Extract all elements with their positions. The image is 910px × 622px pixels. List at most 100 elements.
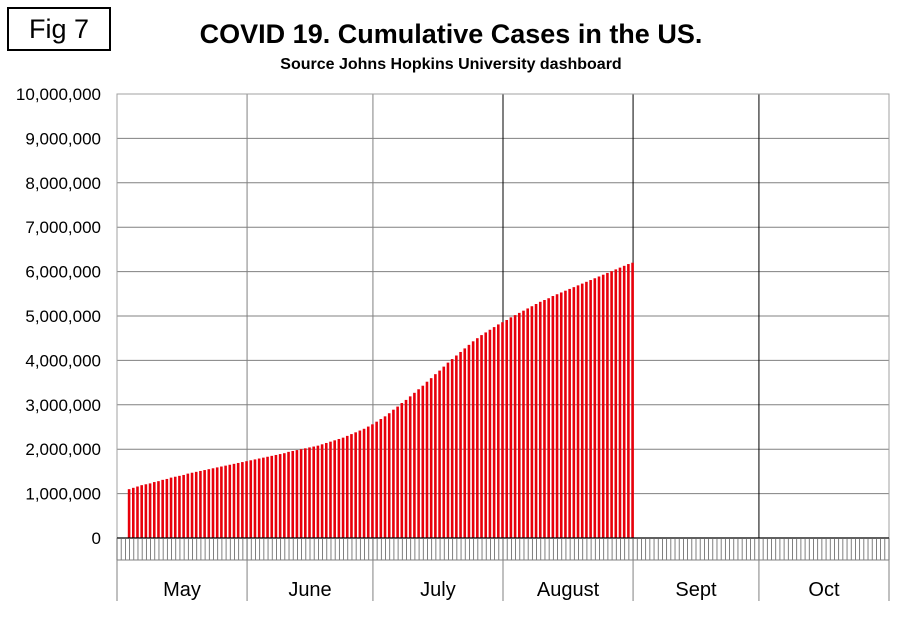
bar bbox=[173, 476, 177, 538]
bar bbox=[488, 329, 492, 538]
bar bbox=[366, 426, 370, 538]
month-label: June bbox=[288, 579, 331, 601]
bar bbox=[497, 324, 500, 538]
bar bbox=[362, 428, 366, 538]
bar bbox=[421, 385, 425, 538]
bar bbox=[182, 474, 185, 538]
bar bbox=[283, 453, 286, 538]
bar bbox=[551, 296, 555, 538]
month-label: August bbox=[537, 579, 600, 601]
bar bbox=[627, 264, 630, 538]
bar bbox=[404, 399, 408, 538]
bar bbox=[333, 440, 336, 538]
bar bbox=[241, 462, 244, 538]
bar bbox=[501, 322, 504, 538]
bar bbox=[148, 483, 152, 538]
bar bbox=[291, 450, 295, 538]
month-label: Sept bbox=[675, 579, 717, 601]
y-tick-label: 10,000,000 bbox=[16, 85, 101, 104]
bar bbox=[278, 454, 282, 538]
bar bbox=[614, 269, 618, 538]
bar bbox=[480, 335, 483, 538]
y-tick-label: 1,000,000 bbox=[25, 485, 101, 504]
bar bbox=[438, 370, 441, 538]
month-label: May bbox=[163, 579, 201, 601]
y-tick-label: 0 bbox=[92, 529, 101, 548]
bar bbox=[509, 317, 513, 538]
bar bbox=[396, 406, 399, 538]
bar bbox=[429, 378, 433, 538]
y-tick-label: 8,000,000 bbox=[25, 174, 101, 193]
bar bbox=[559, 292, 563, 538]
bar bbox=[262, 457, 265, 538]
bar bbox=[287, 451, 290, 538]
bar bbox=[610, 271, 613, 538]
bar bbox=[186, 473, 190, 538]
bar bbox=[165, 478, 169, 538]
bar bbox=[203, 470, 206, 538]
bar bbox=[320, 444, 324, 538]
bar bbox=[631, 262, 634, 538]
bar bbox=[400, 403, 404, 538]
bar bbox=[413, 392, 416, 538]
bar bbox=[543, 300, 546, 538]
bar bbox=[308, 447, 311, 538]
bar bbox=[341, 437, 345, 538]
bar bbox=[295, 450, 299, 538]
bar bbox=[622, 265, 626, 538]
month-label: July bbox=[420, 579, 456, 601]
bar bbox=[530, 306, 534, 538]
bar bbox=[354, 432, 357, 538]
bar bbox=[232, 463, 236, 538]
bar bbox=[589, 280, 592, 538]
bar bbox=[140, 485, 143, 538]
y-tick-label: 4,000,000 bbox=[25, 351, 101, 370]
bar bbox=[312, 446, 316, 538]
bar bbox=[576, 285, 580, 538]
bar bbox=[345, 435, 349, 538]
bar bbox=[597, 276, 601, 538]
bar bbox=[245, 461, 248, 538]
bar bbox=[274, 454, 278, 538]
bar bbox=[601, 274, 605, 538]
bar bbox=[450, 359, 454, 538]
y-tick-label: 6,000,000 bbox=[25, 263, 101, 282]
bar bbox=[207, 469, 211, 538]
bar bbox=[329, 441, 332, 538]
bar bbox=[538, 301, 542, 538]
bar bbox=[492, 327, 496, 538]
bar bbox=[169, 477, 173, 538]
bar bbox=[517, 312, 521, 538]
bar bbox=[236, 462, 240, 538]
bar bbox=[266, 456, 269, 538]
bar bbox=[157, 481, 160, 538]
y-tick-label: 5,000,000 bbox=[25, 307, 101, 326]
bar bbox=[194, 471, 198, 538]
bar bbox=[144, 484, 148, 538]
bar bbox=[534, 304, 538, 538]
y-tick-label: 9,000,000 bbox=[25, 129, 101, 148]
bar bbox=[228, 464, 232, 538]
chart-subtitle: Source Johns Hopkins University dashboar… bbox=[280, 56, 621, 73]
bar bbox=[505, 319, 509, 538]
bar bbox=[568, 288, 571, 538]
bar bbox=[152, 482, 156, 538]
bar bbox=[463, 348, 467, 538]
bar bbox=[526, 308, 529, 538]
bar bbox=[408, 396, 412, 538]
bar bbox=[178, 475, 181, 538]
bar bbox=[253, 459, 257, 538]
bar bbox=[350, 434, 353, 538]
bar bbox=[304, 448, 307, 538]
bar bbox=[220, 466, 223, 538]
bar bbox=[425, 381, 429, 538]
y-tick-label: 7,000,000 bbox=[25, 218, 101, 237]
bar bbox=[358, 430, 362, 538]
bar bbox=[299, 449, 303, 538]
bar bbox=[467, 344, 471, 538]
bar bbox=[564, 290, 567, 538]
bar bbox=[375, 421, 378, 538]
bar bbox=[476, 338, 479, 538]
bar bbox=[446, 362, 450, 538]
